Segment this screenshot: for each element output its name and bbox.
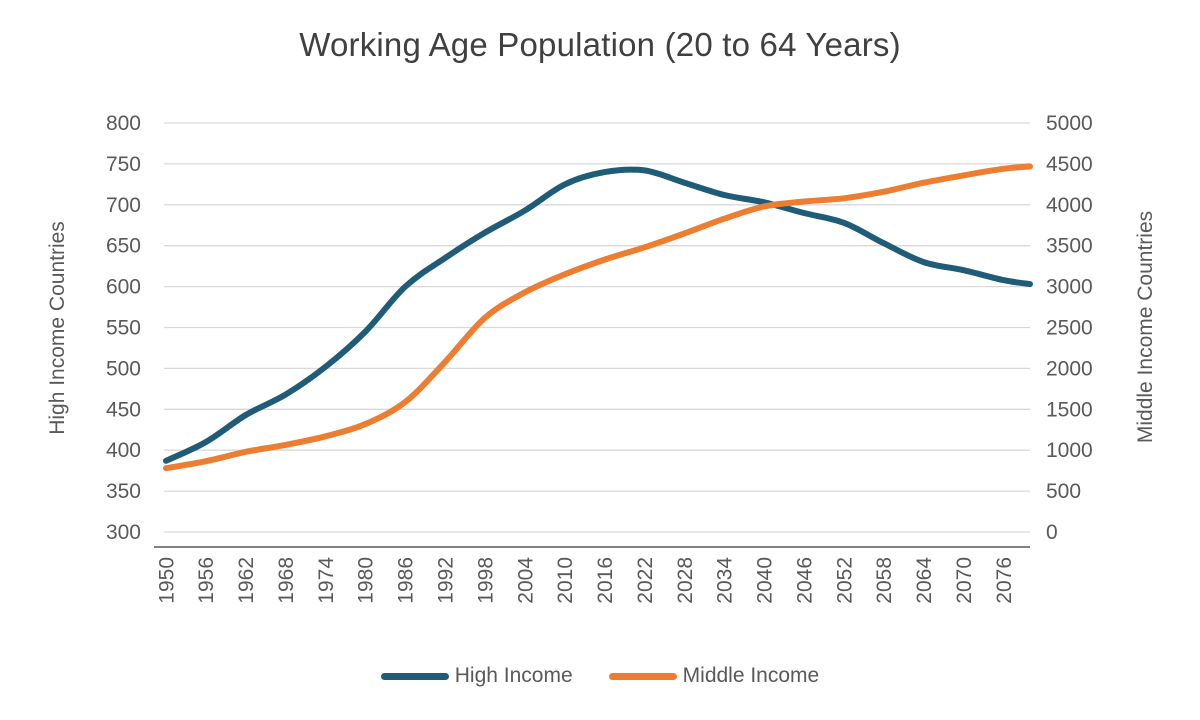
legend-label-middle-income: Middle Income xyxy=(682,664,820,687)
right-axis-tick-label: 500 xyxy=(1046,480,1081,503)
right-axis-tick-label: 0 xyxy=(1046,521,1058,544)
legend-item-high-income: High Income xyxy=(380,664,573,688)
x-axis-tick-label: 1968 xyxy=(275,557,298,604)
left-axis-tick-label: 700 xyxy=(106,194,141,217)
x-axis-tick-label: 1980 xyxy=(355,557,378,604)
x-axis-tick-label: 2070 xyxy=(953,557,976,604)
left-axis-tick-label: 550 xyxy=(106,317,141,340)
right-axis-tick-label: 1500 xyxy=(1046,398,1093,421)
legend-item-middle-income: Middle Income xyxy=(608,664,820,688)
middle-income-line-swatch xyxy=(608,672,677,680)
x-axis-tick-label: 1998 xyxy=(474,557,497,604)
left-axis-tick-label: 450 xyxy=(106,398,141,421)
x-axis-tick-label: 1962 xyxy=(235,557,258,604)
x-axis-tick-label: 2076 xyxy=(993,557,1016,604)
right-axis-tick-label: 1000 xyxy=(1046,439,1093,462)
high-income-line-swatch xyxy=(380,672,449,680)
x-axis-tick-label: 1986 xyxy=(395,557,418,604)
left-axis-tick-label: 400 xyxy=(106,439,141,462)
left-axis-tick-label: 500 xyxy=(106,357,141,380)
x-axis-tick-label: 2022 xyxy=(634,557,657,604)
x-axis-tick-label: 1974 xyxy=(315,557,338,604)
left-axis-tick-label: 750 xyxy=(106,153,141,176)
right-axis-tick-label: 3000 xyxy=(1046,276,1093,299)
legend-label-high-income: High Income xyxy=(454,664,573,687)
left-axis-tick-label: 800 xyxy=(106,112,141,135)
x-axis-tick-label: 2028 xyxy=(674,557,697,604)
high-income-line xyxy=(163,166,1033,464)
x-axis-tick-label: 1950 xyxy=(155,557,178,604)
x-axis-tick-label: 1956 xyxy=(195,557,218,604)
x-axis-tick-label: 2016 xyxy=(594,557,617,604)
left-axis-tick-label: 650 xyxy=(106,235,141,258)
right-axis-tick-label: 4000 xyxy=(1046,194,1093,217)
right-axis-tick-label: 4500 xyxy=(1046,153,1093,176)
x-axis-tick-label: 1992 xyxy=(434,557,457,604)
right-axis-tick-label: 5000 xyxy=(1046,112,1093,135)
x-axis-tick-label: 2058 xyxy=(873,557,896,604)
left-axis-tick-label: 600 xyxy=(106,276,141,299)
x-axis-tick-label: 2064 xyxy=(913,557,936,604)
x-axis-tick-label: 2046 xyxy=(793,557,816,604)
x-axis-tick-label: 2010 xyxy=(554,557,577,604)
right-axis-tick-label: 2000 xyxy=(1046,357,1093,380)
right-axis-tick-label: 3500 xyxy=(1046,235,1093,258)
middle-income-line xyxy=(163,163,1033,472)
x-axis-tick-label: 2040 xyxy=(754,557,777,604)
chart-legend: High Income Middle Income xyxy=(0,664,1200,688)
right-axis-tick-label: 2500 xyxy=(1046,317,1093,340)
left-axis-tick-label: 350 xyxy=(106,480,141,503)
x-axis-tick-label: 2004 xyxy=(514,557,537,604)
left-axis-tick-label: 300 xyxy=(106,521,141,544)
chart-title: Working Age Population (20 to 64 Years) xyxy=(299,26,901,63)
x-axis-tick-label: 2052 xyxy=(833,557,856,604)
x-axis-tick-label: 2034 xyxy=(714,557,737,604)
